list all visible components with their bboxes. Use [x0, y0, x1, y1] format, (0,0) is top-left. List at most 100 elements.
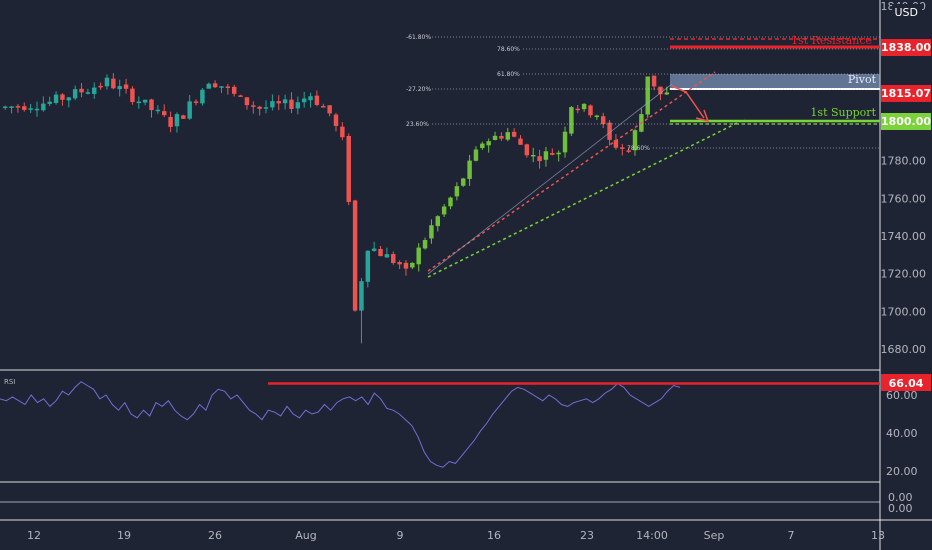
- x-tick-label: 23: [580, 529, 594, 542]
- candle-body: [340, 126, 345, 138]
- candle-body: [41, 103, 46, 111]
- candle-body: [333, 114, 339, 126]
- candle-body: [365, 250, 371, 282]
- projection-arrow: [671, 85, 705, 119]
- candle-body: [149, 99, 154, 111]
- pivot-price-label: 1815.07: [881, 87, 931, 100]
- candle-body: [263, 107, 269, 109]
- resistance-badge: [881, 39, 931, 56]
- x-tick-label: 14:00: [636, 529, 668, 542]
- candle-body: [251, 105, 256, 107]
- candle-body: [295, 102, 301, 109]
- support-badge: [881, 113, 931, 130]
- candle-body: [219, 86, 224, 88]
- currency-label: USD: [894, 6, 918, 19]
- candle-body: [231, 86, 237, 94]
- candle-body: [79, 88, 84, 93]
- resistance-price-label: 1838.00: [881, 41, 931, 54]
- candle-body: [403, 262, 409, 269]
- candle-body: [276, 101, 281, 104]
- candle-body: [60, 94, 65, 100]
- candle-body: [632, 130, 638, 151]
- candle-body: [645, 76, 650, 115]
- sub-tick-label: 0.00: [888, 491, 913, 504]
- candle-body: [206, 83, 211, 89]
- candle-body: [142, 99, 148, 103]
- rsi-level-label: 66.04: [889, 377, 924, 390]
- candle-body: [530, 154, 536, 157]
- candle-body: [664, 92, 670, 95]
- fib-label: 78.60%: [627, 145, 650, 152]
- fib-label: -61.80%: [406, 34, 431, 41]
- candle-body: [384, 254, 390, 258]
- support-price-label: 1800.00: [881, 115, 931, 128]
- x-tick-label: 19: [117, 529, 131, 542]
- candle-body: [72, 89, 78, 99]
- projection-arrowhead: [695, 109, 710, 123]
- x-tick-label: Sep: [704, 529, 725, 542]
- candle-body: [117, 86, 122, 90]
- rsi-tick-label: 60.00: [886, 389, 918, 402]
- candle-body: [282, 99, 288, 104]
- candle-body: [359, 281, 364, 311]
- candle-body: [136, 101, 142, 104]
- candle-body: [289, 99, 294, 109]
- candle-body: [550, 153, 555, 155]
- resistance-text: 1st Resistance: [791, 34, 872, 47]
- candle-body: [47, 101, 52, 104]
- pivot-badge: [881, 85, 931, 102]
- x-tick-label: 16: [487, 529, 501, 542]
- wedge-lower-line: [427, 118, 746, 278]
- candle-body: [461, 178, 466, 186]
- candle-body: [9, 106, 14, 108]
- candle-body: [391, 253, 396, 263]
- fib-anchor-line: [427, 83, 673, 275]
- candle-body: [511, 131, 517, 137]
- x-tick-label: 13: [871, 529, 885, 542]
- candle-body: [397, 262, 402, 265]
- candle-body: [181, 115, 186, 119]
- candle-body: [123, 84, 129, 89]
- candle-body: [212, 83, 218, 88]
- candle-body: [556, 152, 561, 155]
- candle-body: [492, 135, 498, 140]
- candle-body: [301, 98, 307, 103]
- candle-body: [651, 75, 657, 87]
- candle-body: [98, 85, 103, 88]
- candle-body: [346, 135, 351, 202]
- y-tick-label: 1760.00: [881, 192, 927, 205]
- candle-body: [569, 107, 574, 134]
- candle-body: [575, 108, 580, 111]
- fib-label: 23.60%: [406, 121, 429, 128]
- x-tick-label: Aug: [295, 529, 316, 542]
- candle-body: [352, 200, 358, 311]
- candle-body: [435, 216, 441, 227]
- candle-body: [518, 138, 523, 145]
- candle-body: [270, 101, 275, 108]
- x-tick-label: 9: [397, 529, 404, 542]
- y-tick-label: 1680.00: [881, 343, 927, 356]
- candle-body: [537, 156, 542, 162]
- candle-body: [441, 206, 447, 215]
- wedge-upper-line: [427, 71, 716, 272]
- candle-body: [200, 89, 205, 104]
- y-tick-label: 1740.00: [881, 230, 927, 243]
- candle-body: [130, 88, 135, 103]
- candle-body: [85, 92, 91, 94]
- candle-body: [448, 197, 453, 207]
- pivot-zone: [670, 74, 880, 89]
- candle-body: [607, 122, 612, 140]
- candle-body: [499, 135, 504, 139]
- candle-body: [244, 97, 250, 106]
- candle-body: [581, 103, 587, 110]
- candle-body: [162, 111, 167, 116]
- candle-body: [626, 150, 631, 152]
- rsi-line: [0, 381, 681, 468]
- y-tick-label: 1780.00: [881, 155, 927, 168]
- candle-body: [53, 94, 59, 103]
- candle-body: [225, 86, 231, 88]
- candle-body: [594, 115, 600, 118]
